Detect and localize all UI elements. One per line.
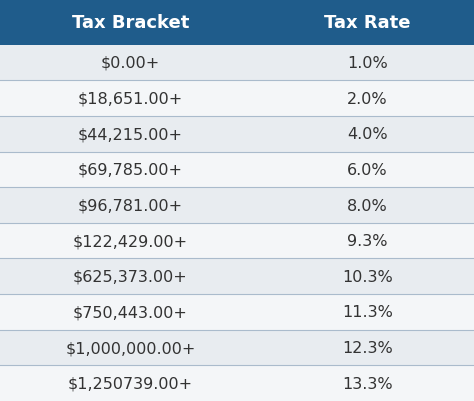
Bar: [0, 259, 261, 294]
Text: 2.0%: 2.0%: [347, 91, 388, 106]
Text: 9.3%: 9.3%: [347, 233, 388, 249]
Text: $625,373.00+: $625,373.00+: [73, 269, 188, 284]
Text: $1,250739.00+: $1,250739.00+: [68, 376, 193, 391]
Bar: [261, 46, 474, 81]
Bar: [0, 365, 261, 401]
Bar: [261, 81, 474, 117]
Bar: [0, 188, 261, 223]
Text: $96,781.00+: $96,781.00+: [78, 198, 183, 213]
Bar: [0, 294, 261, 330]
Bar: [0, 152, 261, 188]
Text: $18,651.00+: $18,651.00+: [78, 91, 183, 106]
Bar: [261, 330, 474, 365]
Bar: [261, 365, 474, 401]
Text: 6.0%: 6.0%: [347, 162, 388, 178]
Text: 13.3%: 13.3%: [342, 376, 392, 391]
Text: $122,429.00+: $122,429.00+: [73, 233, 188, 249]
Bar: [261, 152, 474, 188]
Text: Tax Bracket: Tax Bracket: [72, 14, 189, 32]
Bar: [0, 117, 261, 152]
Text: 8.0%: 8.0%: [347, 198, 388, 213]
Bar: [261, 259, 474, 294]
Bar: [0, 0, 261, 46]
Text: $44,215.00+: $44,215.00+: [78, 127, 183, 142]
Text: $69,785.00+: $69,785.00+: [78, 162, 183, 178]
Text: $1,000,000.00+: $1,000,000.00+: [65, 340, 196, 355]
Bar: [261, 188, 474, 223]
Bar: [0, 330, 261, 365]
Bar: [0, 46, 261, 81]
Text: $750,443.00+: $750,443.00+: [73, 305, 188, 320]
Text: 1.0%: 1.0%: [347, 56, 388, 71]
Bar: [261, 294, 474, 330]
Bar: [0, 223, 261, 259]
Text: 12.3%: 12.3%: [342, 340, 393, 355]
Bar: [0, 81, 261, 117]
Text: 4.0%: 4.0%: [347, 127, 388, 142]
Text: 10.3%: 10.3%: [342, 269, 393, 284]
Text: Tax Rate: Tax Rate: [324, 14, 410, 32]
Text: $0.00+: $0.00+: [101, 56, 160, 71]
Bar: [261, 223, 474, 259]
Text: 11.3%: 11.3%: [342, 305, 393, 320]
Bar: [261, 117, 474, 152]
Bar: [261, 0, 474, 46]
